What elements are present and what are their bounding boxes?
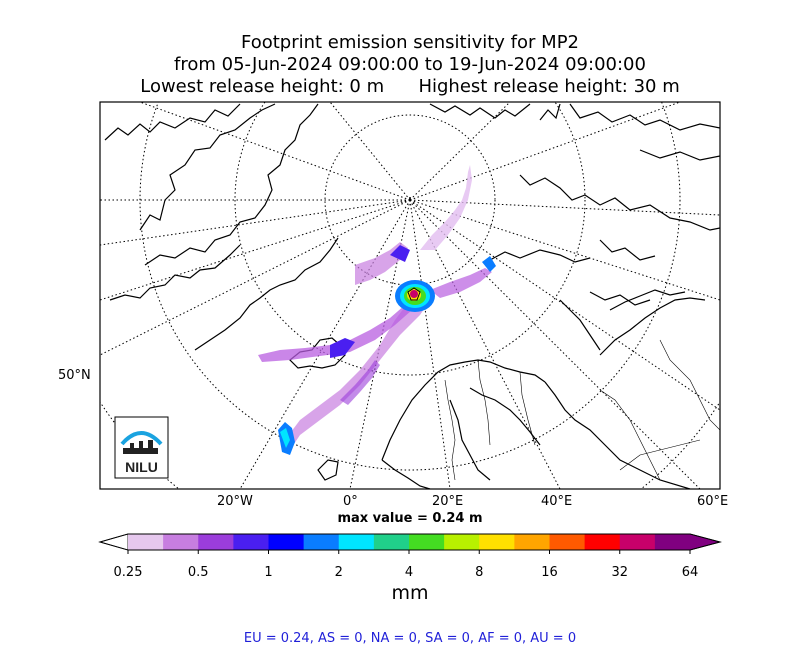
colorbar-tick-label: 8 (475, 565, 484, 580)
lon-label-40e: 40°E (541, 494, 573, 509)
colorbar-segment (409, 534, 445, 550)
colorbar-segment (584, 534, 621, 550)
max-value-label: max value = 0.24 m (337, 511, 483, 526)
colorbar-segment (479, 534, 515, 550)
colorbar-unit: mm (391, 582, 429, 604)
colorbar-segment (549, 534, 586, 550)
colorbar-min-extension (98, 533, 129, 551)
map-frame (99, 101, 721, 490)
colorbar-segment (268, 534, 305, 550)
nilu-logo: NILU (114, 416, 169, 479)
colorbar-tick-label: 1 (264, 565, 273, 580)
colorbar-segment (128, 534, 164, 550)
colorbar-tick-label: 16 (541, 565, 558, 580)
lon-label-20w: 20°W (217, 494, 253, 509)
colorbar-tick-label: 64 (681, 565, 699, 580)
colorbar-tick-label: 0.5 (187, 565, 209, 580)
title-line-2: from 05-Jun-2024 09:00:00 to 19-Jun-2024… (174, 54, 646, 75)
colorbar-segment (338, 534, 375, 550)
colorbar-segment (373, 534, 410, 550)
colorbar-tick-label: 2 (334, 565, 343, 580)
title-line-1: Footprint emission sensitivity for MP2 (240, 32, 579, 53)
colorbar-segment (303, 534, 340, 550)
title-line-3: Lowest release height: 0 m Highest relea… (140, 76, 680, 97)
lon-label-60e: 60°E (697, 494, 729, 509)
colorbar-tick-label: 32 (611, 565, 629, 580)
region-summary: EU = 0.24, AS = 0, NA = 0, SA = 0, AF = … (243, 631, 577, 646)
footprint-plume (258, 165, 496, 455)
colorbar-segment (233, 534, 269, 550)
colorbar-segment (619, 534, 656, 550)
lat-label-50n: 50°N (58, 368, 91, 383)
colorbar-tick-label: 4 (404, 565, 414, 580)
colorbar-segment (163, 534, 199, 550)
lon-label-20e: 20°E (432, 494, 464, 509)
lon-label-0: 0° (343, 494, 358, 509)
country-borders (444, 339, 720, 481)
logo-text: NILU (125, 459, 158, 475)
colorbar-tick-label: 0.25 (113, 565, 143, 580)
colorbar-segment (444, 534, 480, 550)
colorbar-segment (514, 534, 550, 550)
colorbar-segment (654, 534, 691, 550)
colorbar-segment (198, 534, 234, 550)
colorbar-max-extension (689, 533, 722, 551)
